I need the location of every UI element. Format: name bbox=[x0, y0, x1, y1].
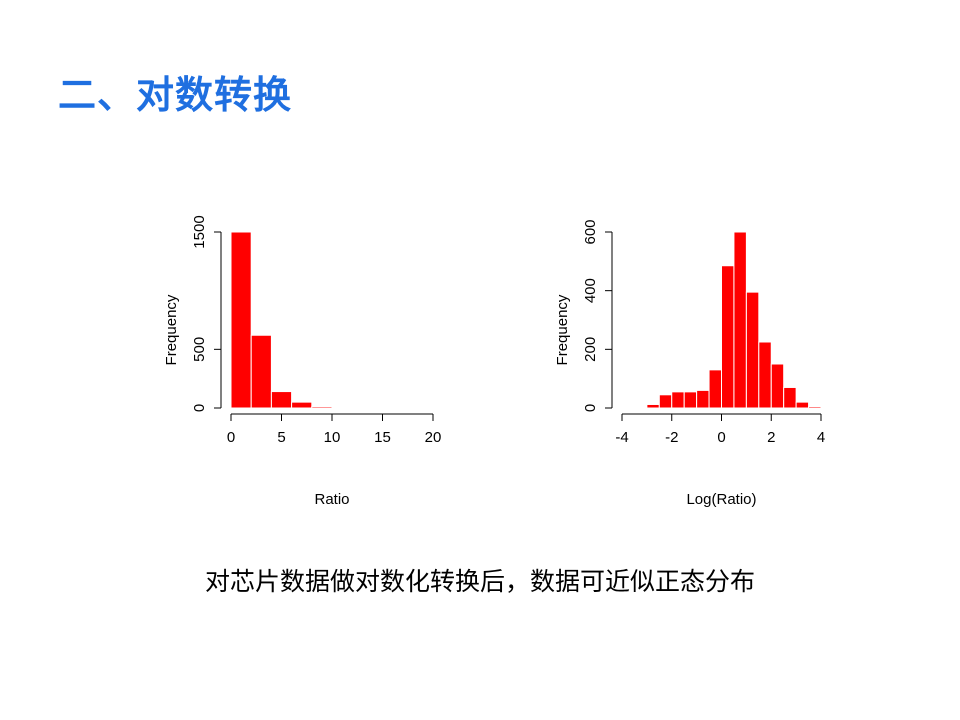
x-tick-label: 2 bbox=[767, 429, 775, 446]
x-tick-label: 10 bbox=[324, 429, 341, 446]
histogram-ratio: 0 5 10 15 20 0 500 1500 Ratio Frequency bbox=[125, 195, 455, 525]
x-tick-label: 4 bbox=[817, 429, 825, 446]
histogram-bar bbox=[745, 291, 760, 409]
y-tick-label: 500 bbox=[191, 337, 208, 362]
x-tick-label: 0 bbox=[717, 429, 725, 446]
histogram-bar bbox=[733, 231, 747, 409]
histogram-bar bbox=[758, 341, 772, 409]
histogram-bar bbox=[230, 231, 252, 409]
histogram-log-ratio: -4 -2 0 2 4 0 200 400 600 Log(Ratio) Frequency bbox=[500, 195, 840, 525]
x-tick-label: -2 bbox=[665, 429, 678, 446]
histogram-bar bbox=[721, 265, 735, 409]
y-tick-label: 1500 bbox=[191, 215, 208, 248]
x-tick-label: 15 bbox=[374, 429, 391, 446]
x-axis-label: Ratio bbox=[314, 491, 349, 508]
y-axis-label: Frequency bbox=[163, 294, 180, 365]
histogram-bar bbox=[291, 401, 313, 409]
histogram-bar bbox=[311, 406, 333, 409]
x-axis-label: Log(Ratio) bbox=[686, 491, 756, 508]
histogram-bar bbox=[795, 401, 810, 409]
y-tick-label: 600 bbox=[582, 219, 599, 244]
histogram-bar bbox=[696, 389, 710, 409]
histogram-bar bbox=[270, 391, 293, 409]
histogram-bar bbox=[770, 363, 785, 409]
histogram-bar bbox=[808, 406, 822, 409]
y-tick-label: 0 bbox=[191, 404, 208, 412]
histogram-svg: -4 -2 0 2 4 0 200 400 600 Log(Ratio) Frequency bbox=[554, 219, 825, 508]
x-tick-label: -4 bbox=[615, 429, 628, 446]
y-tick-label: 200 bbox=[582, 337, 599, 362]
x-tick-label: 5 bbox=[277, 429, 285, 446]
x-tick-label: 0 bbox=[227, 429, 235, 446]
y-tick-label: 400 bbox=[582, 278, 599, 303]
histogram-svg: 0 5 10 15 20 0 500 1500 Ratio Frequency bbox=[163, 215, 442, 508]
y-tick-label: 0 bbox=[582, 404, 599, 412]
histogram-bar bbox=[658, 394, 673, 409]
histogram-bar bbox=[646, 403, 660, 409]
histogram-bar bbox=[250, 334, 272, 409]
histogram-bar bbox=[783, 386, 797, 409]
histogram-bar bbox=[671, 391, 685, 409]
histogram-bar bbox=[683, 391, 698, 409]
slide-caption: 对芯片数据做对数化转换后，数据可近似正态分布 bbox=[204, 567, 755, 596]
histogram-bar bbox=[708, 369, 722, 409]
y-axis-label: Frequency bbox=[554, 294, 571, 365]
x-tick-label: 20 bbox=[425, 429, 442, 446]
slide-title: 二、对数转换 bbox=[58, 73, 293, 117]
